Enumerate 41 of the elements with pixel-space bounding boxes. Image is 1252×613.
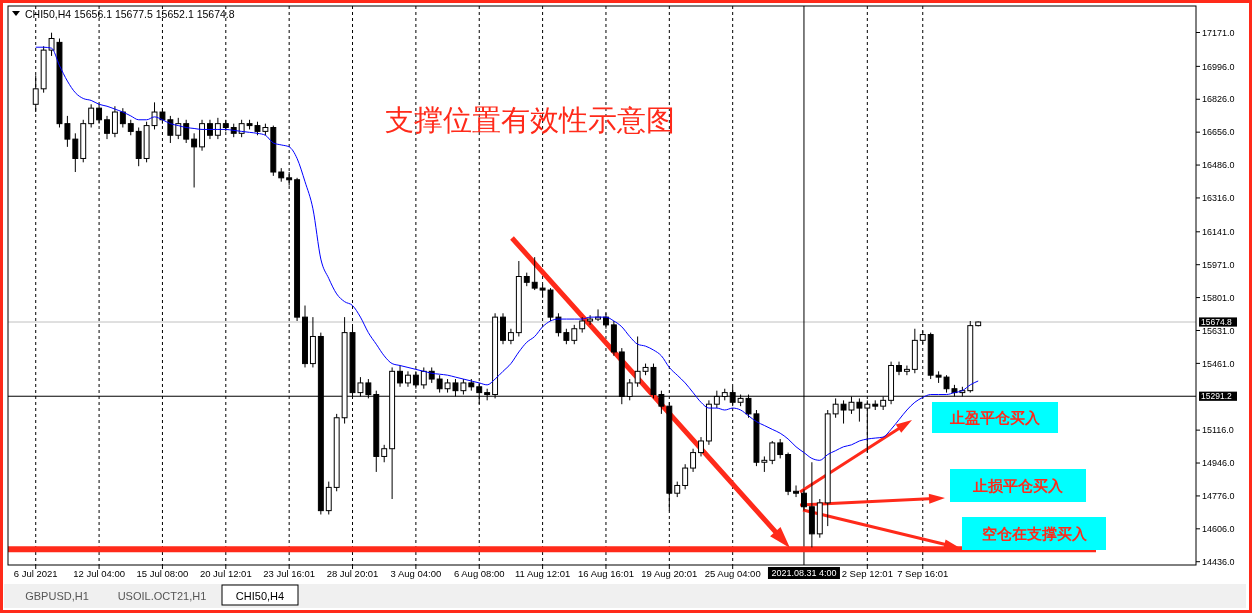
text: GBPUSD,H1 <box>25 589 89 602</box>
text: USOIL.OCT21,H1 <box>117 589 207 602</box>
x-tick-label: 19 Aug 20:01 <box>641 568 698 580</box>
annotation: 止损平仓买入 <box>972 476 1064 495</box>
y-tick-label: 14606.0 <box>1202 523 1235 534</box>
x-tick-label: 20 Jul 12:01 <box>199 568 252 580</box>
y-tick-label: 16996.0 <box>1202 61 1235 72</box>
y-tick-label: 15461.0 <box>1202 358 1235 369</box>
y-tick-label: 14776.0 <box>1202 491 1235 502</box>
x-tick-label: 6 Aug 08:00 <box>453 568 505 580</box>
x-tick-label: 28 Jul 20:01 <box>326 568 379 580</box>
annotation: 止盈平仓买入 <box>949 408 1041 427</box>
y-tick-label: 16486.0 <box>1202 160 1235 171</box>
x-tick-label: 6 Jul 2021 <box>13 568 58 580</box>
y-tick-label: 16316.0 <box>1202 193 1235 204</box>
x-tick-label: 25 Aug 04:00 <box>704 568 761 580</box>
ref-line-label: 15291.2 <box>1201 391 1232 402</box>
y-tick-label: 14946.0 <box>1202 458 1235 469</box>
y-tick-label: 15801.0 <box>1202 292 1235 303</box>
chart-title: CHI50,H4 15656.1 15677.5 15652.1 15674.8 <box>25 8 235 20</box>
x-tick-label: 15 Jul 08:00 <box>136 568 189 580</box>
y-tick-label: 17171.0 <box>1202 27 1235 38</box>
y-tick-label: 15116.0 <box>1202 425 1234 436</box>
x-tick-label: 2 Sep 12:01 <box>841 568 893 580</box>
ref-line-label: 15674.8 <box>1201 316 1232 327</box>
y-tick-label: 16141.0 <box>1202 226 1235 237</box>
x-tick-label: 7 Sep 16:01 <box>897 568 949 580</box>
y-tick-label: 16826.0 <box>1202 94 1235 105</box>
y-tick-label: 15631.0 <box>1202 325 1235 336</box>
x-tick-label: 16 Aug 16:01 <box>577 568 634 580</box>
y-tick-label: 14436.0 <box>1202 556 1235 567</box>
x-tick-label: 12 Jul 04:00 <box>73 568 125 580</box>
x-tick-label: 2021.08.31 4:00 <box>771 568 837 579</box>
text: CHI50,H4 <box>235 589 285 602</box>
x-tick-label: 3 Aug 04:00 <box>390 568 442 580</box>
text: 支撑位置有效性示意图 <box>385 103 675 137</box>
y-tick-label: 16656.0 <box>1202 127 1235 138</box>
y-tick-label: 15971.0 <box>1202 259 1235 270</box>
x-tick-label: 11 Aug 12:01 <box>514 568 571 580</box>
x-tick-label: 23 Jul 16:01 <box>263 568 316 580</box>
annotation: 空仓在支撑买入 <box>981 524 1088 543</box>
